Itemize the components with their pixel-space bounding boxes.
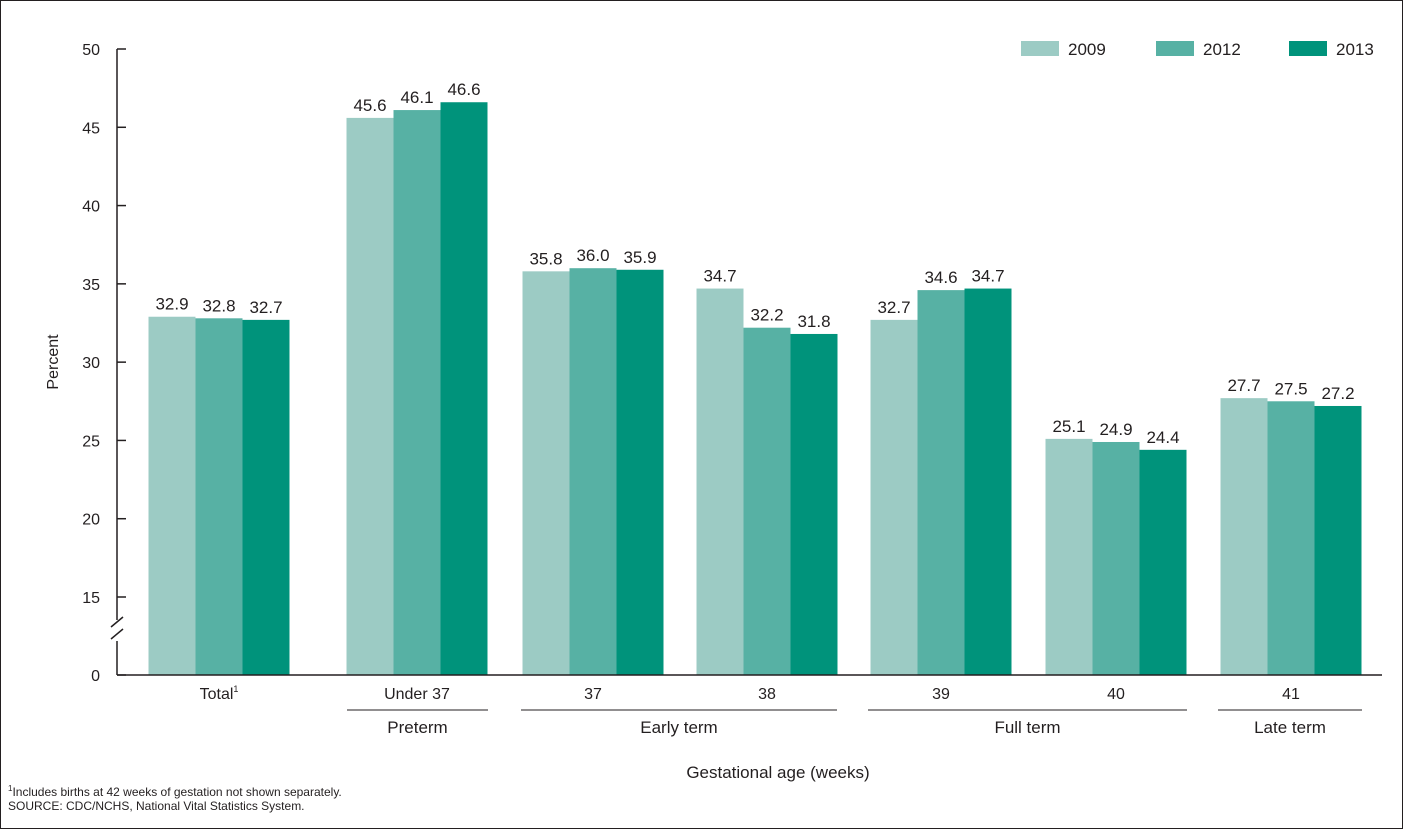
data-label: 32.8 (202, 296, 235, 315)
bar-2009-under-37 (346, 117, 394, 676)
bar-2013-40 (1139, 449, 1187, 675)
footnote: 1Includes births at 42 weeks of gestatio… (8, 782, 342, 813)
legend-swatch-2012 (1156, 41, 1194, 56)
bar-2012-37 (569, 268, 617, 675)
footnote-marker: 1 (8, 784, 13, 793)
group-label: Late term (1254, 718, 1326, 737)
data-label: 46.6 (447, 80, 480, 99)
bar-2013-total (242, 319, 290, 675)
data-label: 34.7 (703, 267, 736, 286)
y-tick-label: 25 (82, 433, 100, 450)
data-label: 31.8 (797, 312, 830, 331)
footnote-text: Includes births at 42 weeks of gestation… (12, 785, 342, 799)
data-label: 45.6 (353, 96, 386, 115)
group-label: Full term (994, 718, 1060, 737)
bar-2013-38 (790, 333, 838, 675)
bar-2013-41 (1314, 405, 1362, 675)
bar-2012-38 (743, 327, 791, 675)
legend-label: 2013 (1336, 40, 1374, 59)
data-label: 34.7 (971, 267, 1004, 286)
legend-label: 2009 (1068, 40, 1106, 59)
data-label: 27.2 (1321, 384, 1354, 403)
bar-2013-under-37 (440, 102, 488, 676)
data-label: 32.7 (877, 298, 910, 317)
y-tick-label: 20 (82, 512, 100, 529)
data-label: 24.9 (1099, 420, 1132, 439)
data-label: 24.4 (1146, 428, 1179, 447)
bar-2013-39 (964, 288, 1012, 675)
data-label: 36.0 (576, 246, 609, 265)
data-label: 46.1 (400, 88, 433, 107)
x-tick-label: Total1 (200, 684, 239, 703)
footnote-marker: 1 (233, 684, 238, 694)
footnote-note: 1Includes births at 42 weeks of gestatio… (8, 782, 342, 799)
source-note: SOURCE: CDC/NCHS, National Vital Statist… (8, 799, 305, 813)
x-tick-label: 40 (1107, 686, 1125, 703)
bar-2012-40 (1092, 441, 1140, 675)
x-tick-label: 38 (758, 686, 776, 703)
data-label: 35.8 (529, 249, 562, 268)
axis-break-mark-top (110, 616, 124, 628)
bar-2013-37 (616, 269, 664, 675)
y-tick-label: 50 (82, 42, 100, 59)
bar-2009-37 (522, 271, 570, 675)
group-label: Preterm (387, 718, 447, 737)
data-label: 32.7 (249, 298, 282, 317)
y-tick-label: 35 (82, 277, 100, 294)
group-label: Early term (640, 718, 717, 737)
x-axis-title: Gestational age (weeks) (686, 763, 869, 782)
y-axis-title: Percent (45, 334, 62, 390)
bar-2009-total (148, 316, 196, 675)
bar-2009-39 (870, 319, 918, 675)
data-label: 35.9 (623, 248, 656, 267)
bar-2009-38 (696, 288, 744, 675)
x-tick-label: 41 (1282, 686, 1300, 703)
bar-2012-total (195, 318, 243, 675)
data-label: 34.6 (924, 268, 957, 287)
legend-swatch-2009 (1021, 41, 1059, 56)
legend-label: 2012 (1203, 40, 1241, 59)
legend-swatch-2013 (1289, 41, 1327, 56)
data-label: 27.7 (1227, 376, 1260, 395)
data-label: 32.9 (155, 295, 188, 314)
data-label: 25.1 (1052, 417, 1085, 436)
bar-2009-41 (1220, 398, 1268, 675)
x-tick-label: Under 37 (384, 686, 450, 703)
bar-2012-41 (1267, 401, 1315, 675)
y-tick-label: 45 (82, 120, 100, 137)
x-tick-label: 39 (932, 686, 950, 703)
y-tick-label: 30 (82, 355, 100, 372)
data-label: 32.2 (750, 306, 783, 325)
bar-2009-40 (1045, 438, 1093, 675)
y-tick-label: 0 (91, 668, 100, 685)
y-tick-label: 40 (82, 199, 100, 216)
data-label: 27.5 (1274, 379, 1307, 398)
y-tick-label: 15 (82, 590, 100, 607)
axis-break-mark-bottom (110, 628, 124, 640)
bar-2012-39 (917, 290, 965, 675)
bar-2012-under-37 (393, 110, 441, 675)
x-tick-label: 37 (584, 686, 602, 703)
